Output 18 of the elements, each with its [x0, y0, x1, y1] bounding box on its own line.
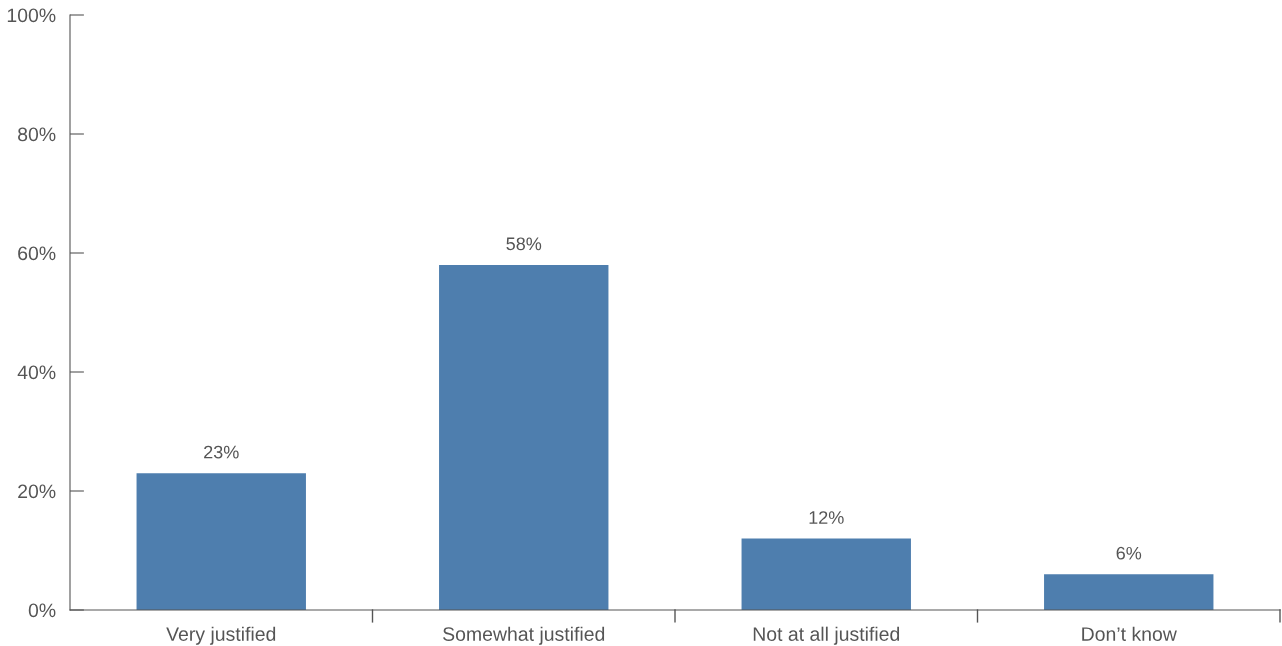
x-tick-label: Not at all justified: [753, 626, 900, 645]
x-tick-label: Somewhat justified: [443, 626, 605, 645]
y-tick-label: 100%: [7, 8, 56, 23]
bar: [136, 473, 306, 610]
y-tick-label: 20%: [18, 484, 56, 499]
data-label: 58%: [506, 237, 542, 251]
data-label: 12%: [809, 511, 844, 524]
y-tick-label: 60%: [18, 246, 56, 261]
y-tick-label: 0%: [28, 603, 56, 618]
bar: [439, 264, 609, 610]
data-label: 23%: [204, 445, 239, 459]
bar: [741, 538, 911, 610]
data-label: 6%: [1116, 546, 1142, 560]
y-tick-label: 80%: [18, 127, 56, 142]
x-tick-label: Very justified: [166, 626, 276, 645]
x-tick-label: Don’t know: [1082, 626, 1177, 641]
bar: [1044, 574, 1214, 610]
y-tick-label: 40%: [17, 365, 56, 380]
